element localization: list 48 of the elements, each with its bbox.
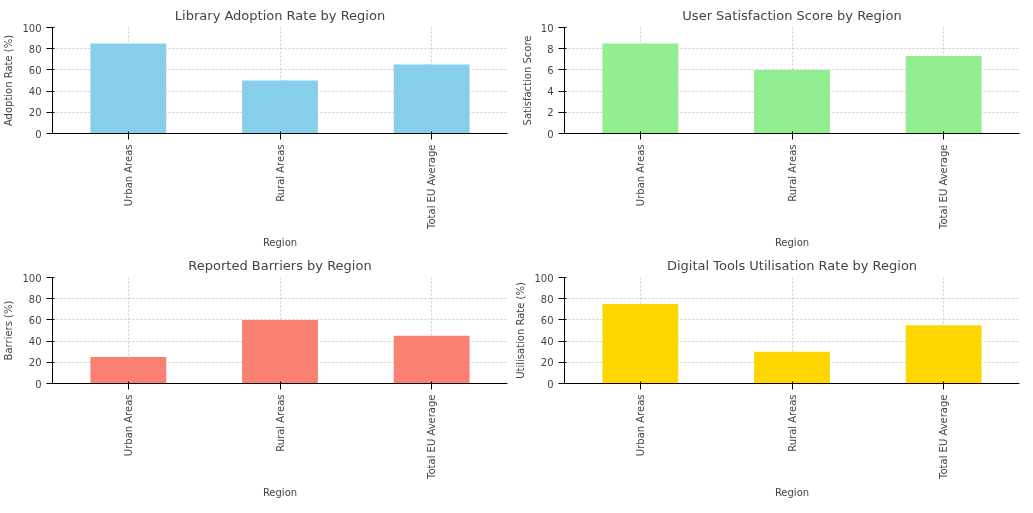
y-tick-label: 40 <box>28 336 42 348</box>
y-tick-label: 0 <box>547 378 554 390</box>
x-axis-title: Region <box>262 486 298 498</box>
y-tick-label: 80 <box>28 293 42 305</box>
y-tick-label: 60 <box>540 314 554 326</box>
y-tick-label: 0 <box>35 128 42 140</box>
chart-title: Reported Barriers by Region <box>188 257 372 273</box>
y-tick-label: 100 <box>534 272 554 284</box>
y-tick-label: 100 <box>22 22 42 34</box>
y-tick-label: 20 <box>540 357 554 369</box>
y-tick-label: 20 <box>28 357 42 369</box>
x-tick-label: Rural Areas <box>274 394 286 452</box>
x-axis-title: Region <box>774 236 810 248</box>
y-tick-label: 40 <box>28 86 42 98</box>
y-tick-label: 0 <box>35 378 42 390</box>
x-tick-label: Urban Areas <box>634 394 646 457</box>
y-tick-label: 10 <box>540 22 554 34</box>
x-tick-label: Rural Areas <box>786 144 798 202</box>
chart-title: Digital Tools Utilisation Rate by Region <box>666 257 918 273</box>
x-axis-title: Region <box>262 236 298 248</box>
y-tick-label: 60 <box>28 314 42 326</box>
x-tick-label: Urban Areas <box>122 144 134 207</box>
x-tick-label: Urban Areas <box>634 144 646 207</box>
y-tick-label: 4 <box>547 86 554 98</box>
y-axis-title: Satisfaction Score <box>521 35 533 126</box>
y-tick-label: 20 <box>28 107 42 119</box>
y-tick-label: 80 <box>540 293 554 305</box>
y-axis-title: Adoption Rate (%) <box>3 34 15 127</box>
x-axis-title: Region <box>774 486 810 498</box>
x-tick-label: Rural Areas <box>786 394 798 452</box>
y-tick-label: 2 <box>547 107 554 119</box>
y-tick-label: 80 <box>28 43 42 55</box>
y-tick-label: 40 <box>540 336 554 348</box>
y-axis-title: Barriers (%) <box>3 300 15 361</box>
y-tick-label: 100 <box>22 272 42 284</box>
y-tick-label: 6 <box>547 64 554 76</box>
x-tick-label: Total EU Average <box>426 394 438 480</box>
y-tick-label: 8 <box>547 43 554 55</box>
y-tick-label: 0 <box>547 128 554 140</box>
x-tick-label: Urban Areas <box>122 394 134 457</box>
y-axis-title: Utilisation Rate (%) <box>515 282 527 379</box>
y-tick-label: 60 <box>28 64 42 76</box>
x-tick-label: Total EU Average <box>426 144 438 230</box>
x-tick-label: Total EU Average <box>938 394 950 480</box>
x-tick-label: Rural Areas <box>274 144 286 202</box>
chart-title: Library Adoption Rate by Region <box>174 7 386 23</box>
chart-title: User Satisfaction Score by Region <box>682 7 902 23</box>
x-tick-label: Total EU Average <box>938 144 950 230</box>
